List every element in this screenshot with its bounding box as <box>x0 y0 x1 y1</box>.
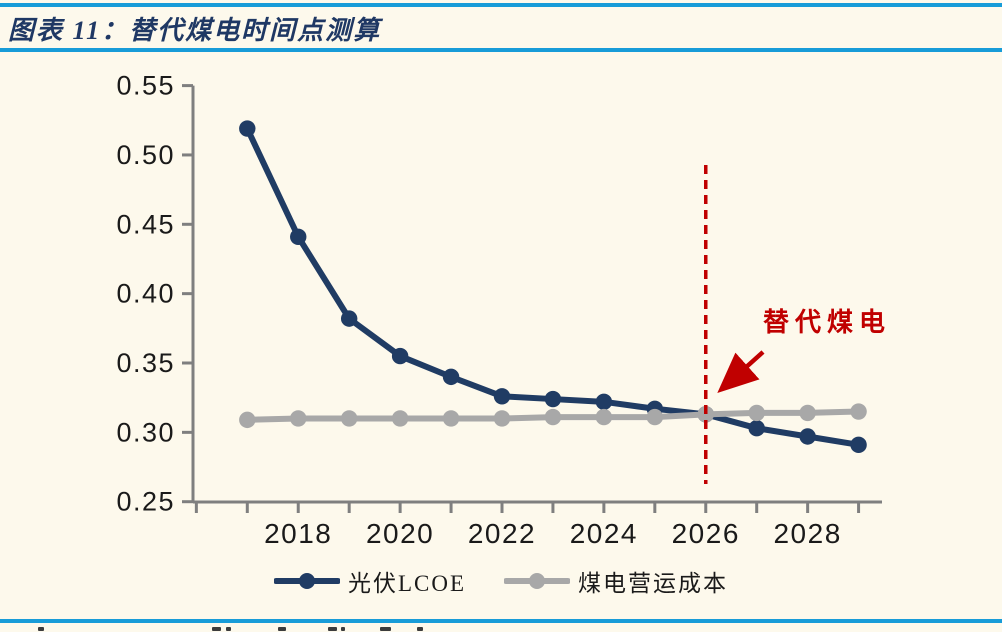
coal-cost-point-2020 <box>391 410 409 427</box>
coal-cost-point-2029 <box>850 403 867 420</box>
legend-item-pv-lcoe: 光伏LCOE <box>273 564 467 598</box>
pv-lcoe-point-2021 <box>442 368 460 386</box>
pv-lcoe-point-2017 <box>239 120 256 137</box>
coal-cost-point-2019 <box>340 410 358 427</box>
coal-cost-legend-marker <box>504 573 571 589</box>
pv-lcoe-point-2019 <box>340 310 358 327</box>
y-tick-label: 0.50 <box>116 140 175 170</box>
y-tick-label: 0.25 <box>116 487 175 517</box>
bottom-divider-rule <box>0 619 1002 623</box>
coal-cost-point-2022 <box>493 410 511 427</box>
pv-lcoe-point-2027 <box>748 419 765 437</box>
x-tick-label: 2024 <box>570 518 638 549</box>
y-tick-label: 0.30 <box>116 417 175 447</box>
coal-cost-point-2027 <box>748 404 765 422</box>
clipped-text-fragment <box>380 627 391 631</box>
coal-cost-point-2028 <box>799 404 816 422</box>
pv-lcoe-point-2018 <box>290 228 307 245</box>
coal-cost-point-2023 <box>544 408 562 426</box>
chart-title: 图表 11：替代煤电时间点测算 <box>8 16 382 45</box>
pv-lcoe-point-2022 <box>493 388 511 405</box>
y-tick-label: 0.55 <box>116 71 175 101</box>
coal-cost-point-2018 <box>290 410 307 427</box>
x-tick-label: 2018 <box>264 518 332 549</box>
coal-cost-point-2026 <box>697 406 714 423</box>
x-tick-label: 2028 <box>773 518 841 549</box>
clipped-text-fragment <box>278 627 286 631</box>
pv-lcoe-point-2020 <box>391 347 409 365</box>
clipped-text-fragment <box>341 627 345 631</box>
y-tick-label: 0.35 <box>116 348 175 378</box>
pv-lcoe-point-2029 <box>850 436 867 454</box>
annotation-label: 替代煤电 <box>763 308 891 337</box>
clipped-source-text <box>0 626 1002 632</box>
pv-lcoe-point-2023 <box>544 390 562 408</box>
title-divider-rule <box>0 48 1002 52</box>
clipped-text-fragment <box>212 627 221 631</box>
clipped-text-fragment <box>38 627 44 631</box>
legend-item-coal-cost: 煤电营运成本 <box>504 564 728 598</box>
pv-lcoe-point-2028 <box>799 428 816 445</box>
coal-cost-point-2021 <box>442 410 460 427</box>
clipped-text-fragment <box>226 627 231 631</box>
x-tick-label: 2020 <box>366 518 434 549</box>
chart-legend: 光伏LCOE 煤电营运成本 <box>0 563 1002 599</box>
clipped-text-fragment <box>328 627 337 631</box>
y-tick-label: 0.45 <box>116 209 175 239</box>
pv-lcoe-legend-marker <box>273 573 340 589</box>
coal-cost-point-2025 <box>646 408 664 426</box>
legend-label-coal-cost: 煤电营运成本 <box>578 571 729 596</box>
x-tick-label: 2026 <box>672 518 740 549</box>
clipped-text-fragment <box>417 627 423 631</box>
legend-label-pv-lcoe: 光伏LCOE <box>347 571 467 596</box>
pv-lcoe-point-2024 <box>595 393 613 411</box>
annotation-arrow <box>717 350 765 394</box>
x-tick-label: 2022 <box>468 518 536 549</box>
coal-cost-point-2017 <box>239 411 256 429</box>
top-divider-rule <box>0 3 1002 7</box>
y-tick-label: 0.40 <box>116 279 175 309</box>
coal-cost-point-2024 <box>595 408 613 426</box>
